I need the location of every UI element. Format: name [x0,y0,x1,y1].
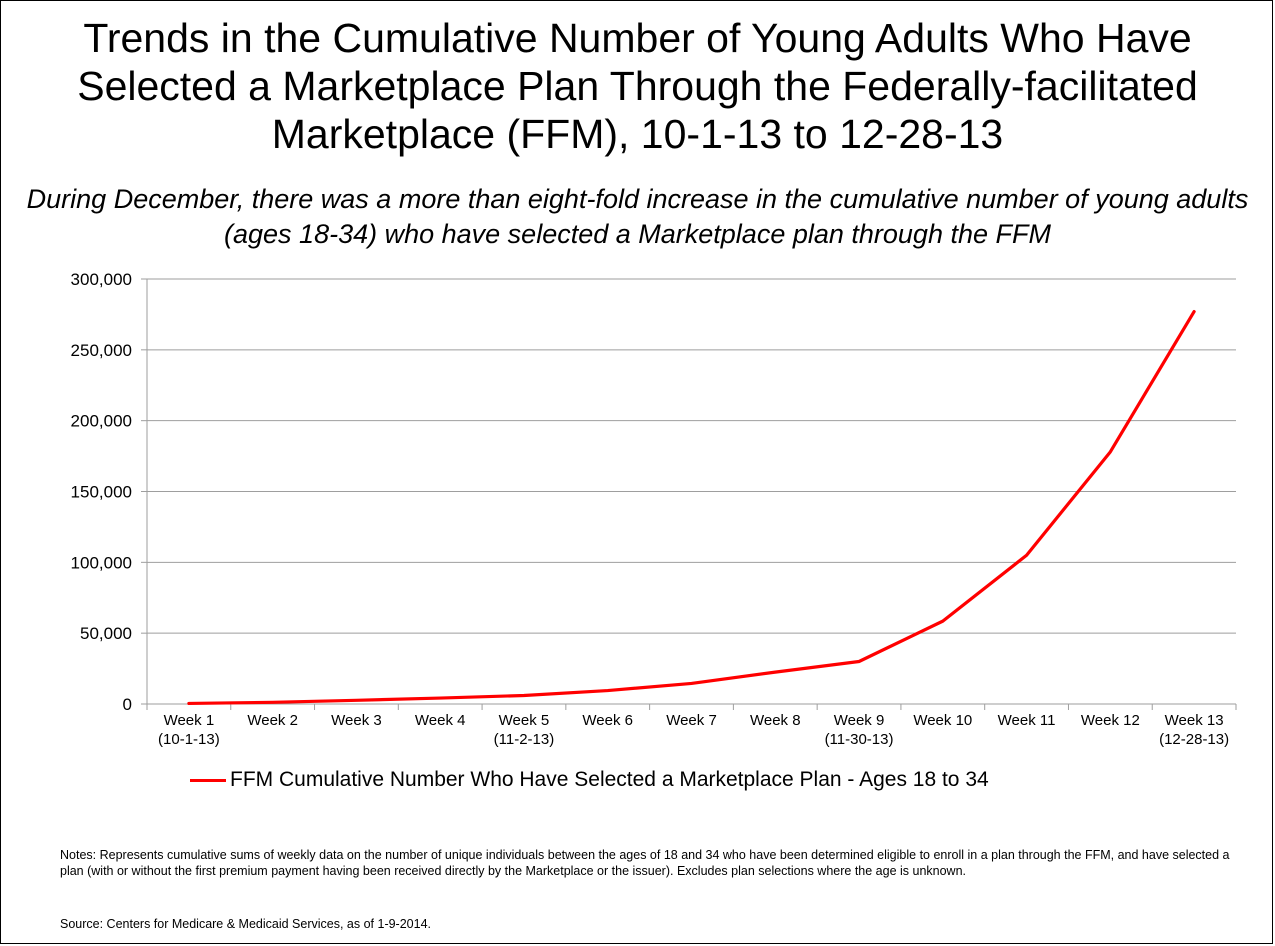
y-tick-label: 200,000 [71,412,132,431]
legend-label: FFM Cumulative Number Who Have Selected … [230,768,989,791]
y-tick-label: 0 [123,695,132,714]
legend: FFM Cumulative Number Who Have Selected … [190,768,989,792]
notes-text: Notes: Represents cumulative sums of wee… [60,848,1230,878]
x-axis: Week 1 (10-1-13) Week 2 Week 3 Week 4 Week 5 (… [146,703,1237,748]
y-tick-label: 250,000 [71,341,132,360]
y-axis-ticks: 0 50,000 100,000 150,000 200,000 250,000 300,0… [71,270,148,714]
series-layer [187,309,1196,706]
x-tick-label: Week 10 [913,712,972,729]
x-tick-sublabel: (11-30-13) [825,731,894,748]
gridlines [147,278,1236,705]
y-tick-label: 300,000 [71,270,132,289]
x-tick-label: Week 7 [666,712,717,729]
x-tick-label: Week 5 [499,712,550,729]
line-chart: 0 50,000 100,000 150,000 200,000 250,000 300,0… [71,270,1237,748]
x-tick-label: Week 3 [331,712,382,729]
legend-swatch [190,778,226,782]
series-line [187,309,1196,706]
x-tick-label: Week 13 [1165,712,1224,729]
x-tick-label: Week 1 [164,712,215,729]
x-tick-label: Week 6 [582,712,633,729]
x-tick-label: Week 12 [1081,712,1140,729]
x-tick-sublabel: (12-28-13) [1159,731,1229,748]
y-tick-label: 50,000 [80,624,132,643]
x-tick-sublabel: (11-2-13) [494,731,555,748]
x-tick-label: Week 8 [750,712,801,729]
x-tick-label: Week 4 [415,712,466,729]
chart-title: Trends in the Cumulative Number of Young… [77,15,1198,157]
y-tick-label: 100,000 [71,553,132,572]
y-tick-label: 150,000 [71,483,132,502]
source-text: Source: Centers for Medicare & Medicaid … [60,917,432,931]
x-tick-label: Week 9 [834,712,885,729]
chart-subtitle: During December, there was a more than e… [26,184,1249,249]
x-tick-sublabel: (10-1-13) [158,731,220,748]
x-tick-label: Week 11 [998,712,1056,729]
x-tick-label: Week 2 [247,712,298,729]
